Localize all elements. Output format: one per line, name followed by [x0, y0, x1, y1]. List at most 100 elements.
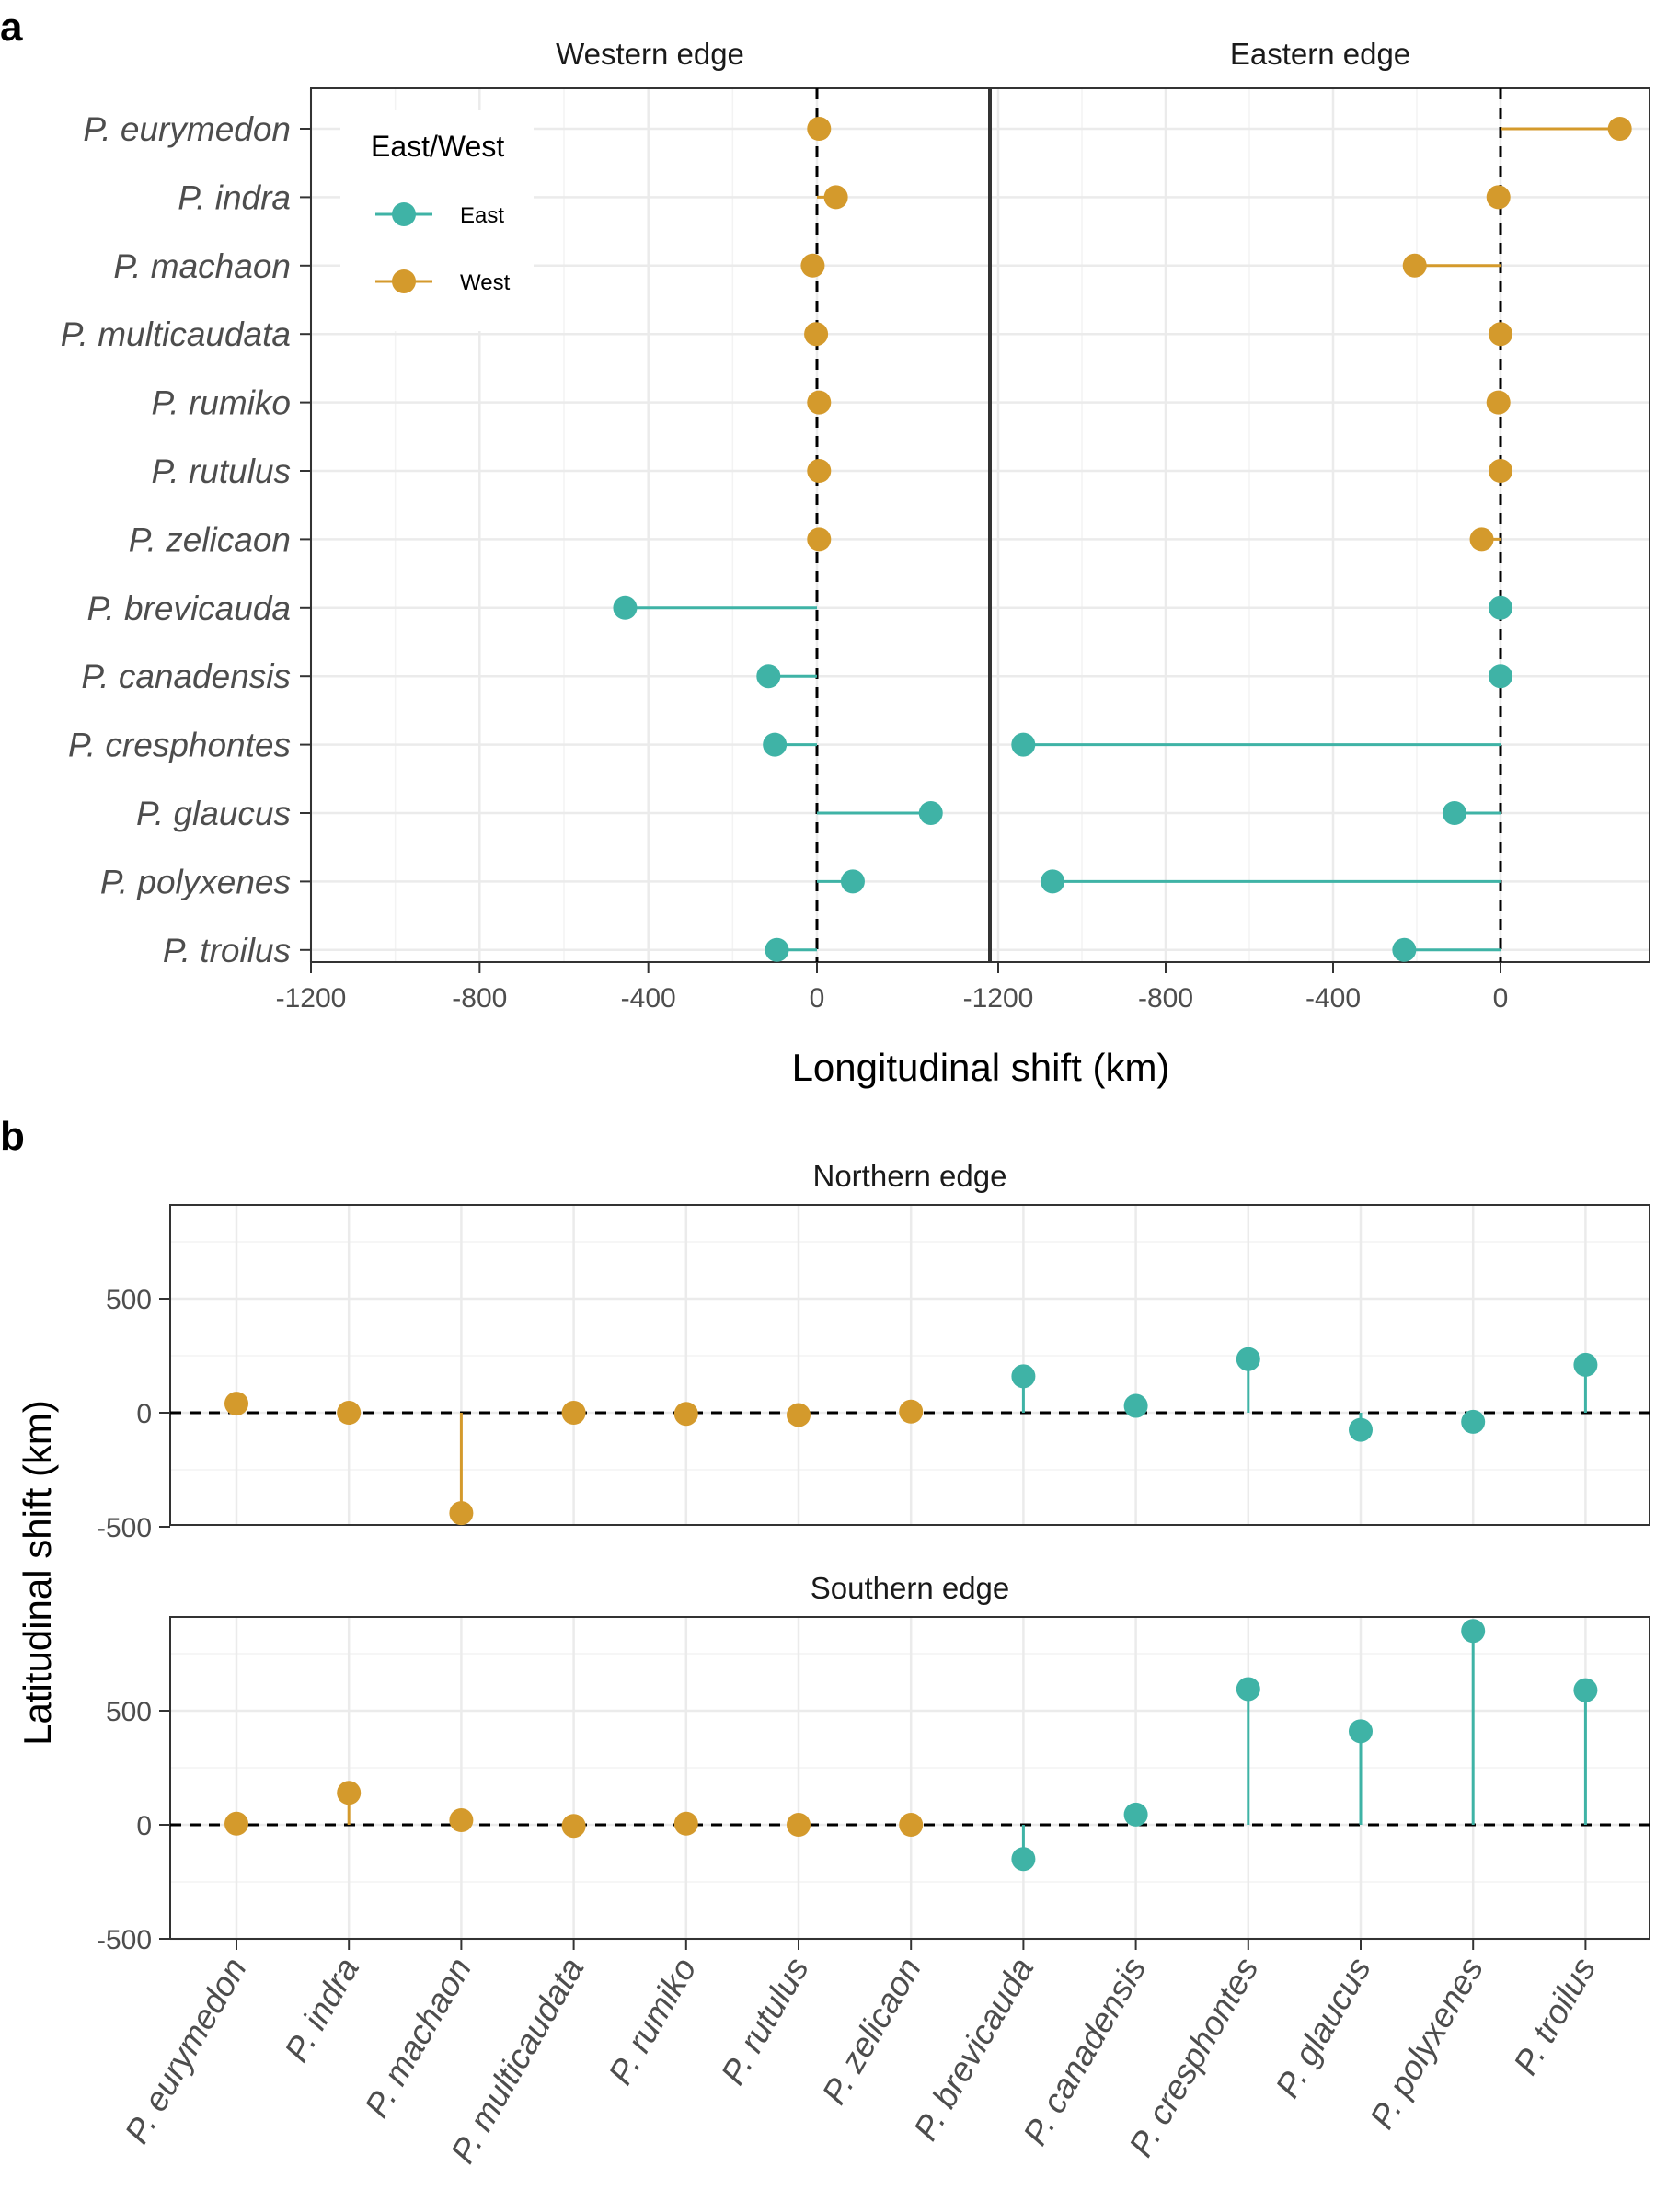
legend-key-point: [392, 202, 416, 226]
legend-background: [340, 110, 534, 331]
facet-title: Eastern edge: [1230, 37, 1410, 71]
legend-label: West: [460, 270, 511, 295]
data-point: [1011, 1847, 1036, 1872]
category-label: P. zelicaon: [129, 521, 291, 558]
facet-title: Southern edge: [811, 1571, 1010, 1605]
data-point: [1442, 801, 1466, 825]
data-point: [807, 117, 832, 141]
x-tick-label: -1200: [276, 983, 347, 1014]
data-point: [918, 801, 943, 825]
data-point: [1461, 1409, 1486, 1434]
facet-border: [310, 87, 990, 963]
category-label: P. troilus: [163, 932, 291, 969]
data-point: [1011, 1364, 1036, 1389]
data-point: [1486, 390, 1511, 415]
data-point: [756, 664, 781, 689]
data-point: [1349, 1417, 1373, 1442]
data-point: [1041, 869, 1065, 894]
category-label: P. eurymedon: [83, 110, 291, 148]
y-tick-label: 500: [106, 1285, 152, 1315]
facet-title: Northern edge: [813, 1159, 1007, 1193]
data-point: [561, 1401, 586, 1425]
x-tick-label: -400: [1305, 983, 1361, 1014]
data-point: [1469, 527, 1494, 552]
data-point: [1392, 937, 1417, 962]
data-point: [1489, 664, 1512, 689]
data-point: [1402, 253, 1427, 278]
data-point: [807, 459, 832, 483]
data-point: [449, 1808, 474, 1833]
data-point: [337, 1781, 362, 1805]
data-point: [337, 1401, 362, 1425]
data-point: [449, 1501, 474, 1526]
x-tick-label: -800: [1138, 983, 1193, 1014]
data-point: [1123, 1393, 1148, 1418]
facet-border: [990, 87, 1650, 963]
panel-label-b: b: [0, 1114, 25, 1159]
x-tick-label: 0: [1493, 983, 1509, 1014]
x-tick-label: -800: [452, 983, 507, 1014]
data-point: [765, 937, 789, 962]
data-point: [823, 185, 848, 210]
data-point: [1573, 1678, 1598, 1702]
facet-northern-edge: Northern edge -500 0 500: [97, 1159, 1650, 1543]
category-label: P. rumiko: [152, 384, 292, 422]
data-point: [224, 1811, 248, 1836]
data-point: [613, 595, 638, 620]
facet-border: [169, 1616, 1650, 1940]
category-label: P. rutulus: [151, 453, 291, 490]
category-label: P. multicaudata: [61, 315, 291, 353]
legend-key-point: [392, 269, 416, 293]
data-point: [787, 1403, 811, 1427]
legend: East/West East West: [340, 110, 534, 331]
data-point: [1349, 1719, 1373, 1744]
category-label: P. indra: [178, 178, 291, 216]
legend-title: East/West: [371, 130, 504, 163]
data-point: [1489, 322, 1512, 347]
x-tick-label: -1200: [963, 983, 1034, 1014]
category-label: P. canadensis: [81, 658, 291, 695]
facet-title: Western edge: [556, 37, 744, 71]
x-tick-label: -400: [621, 983, 676, 1014]
data-point: [673, 1811, 698, 1836]
y-tick-label: 0: [136, 1811, 152, 1841]
facet-eastern-edge: Eastern edge: [991, 37, 1650, 963]
legend-label: East: [460, 203, 504, 228]
category-label: P. glaucus: [136, 795, 291, 832]
data-point: [1236, 1677, 1260, 1702]
data-point: [1486, 185, 1511, 210]
data-point: [804, 322, 829, 347]
data-point: [840, 869, 865, 894]
category-label: P. polyxenes: [100, 863, 291, 900]
data-point: [1573, 1352, 1598, 1377]
y-tick-label: 500: [106, 1697, 152, 1727]
data-point: [1489, 595, 1512, 620]
data-point: [899, 1399, 924, 1424]
data-point: [1236, 1347, 1260, 1371]
category-label: P. cresphontes: [68, 727, 291, 764]
facet-border: [169, 1204, 1650, 1526]
y-axis-title: Latitudinal shift (km): [16, 1400, 59, 1746]
panel-label-a: a: [0, 5, 23, 50]
data-point: [807, 390, 832, 415]
data-point: [1489, 459, 1512, 483]
data-point: [899, 1813, 924, 1837]
y-tick-label: 0: [136, 1399, 152, 1429]
category-label: P. brevicauda: [87, 590, 291, 627]
data-point: [800, 253, 825, 278]
data-point: [224, 1392, 248, 1416]
data-point: [1011, 732, 1036, 757]
data-point: [1607, 117, 1632, 141]
panel-a-longitudinal: Western edge Eastern edge P. eurymedon P. i…: [61, 37, 1650, 1089]
data-point: [1123, 1802, 1148, 1827]
x-axis-title: Longitudinal shift (km): [792, 1046, 1170, 1089]
data-point: [561, 1814, 586, 1839]
category-label: P. machaon: [113, 247, 291, 285]
data-point: [1461, 1619, 1486, 1644]
data-point: [787, 1813, 811, 1837]
x-tick-label: 0: [810, 983, 825, 1014]
data-point: [807, 527, 832, 552]
y-tick-label: -500: [97, 1925, 152, 1955]
data-point: [763, 732, 788, 757]
